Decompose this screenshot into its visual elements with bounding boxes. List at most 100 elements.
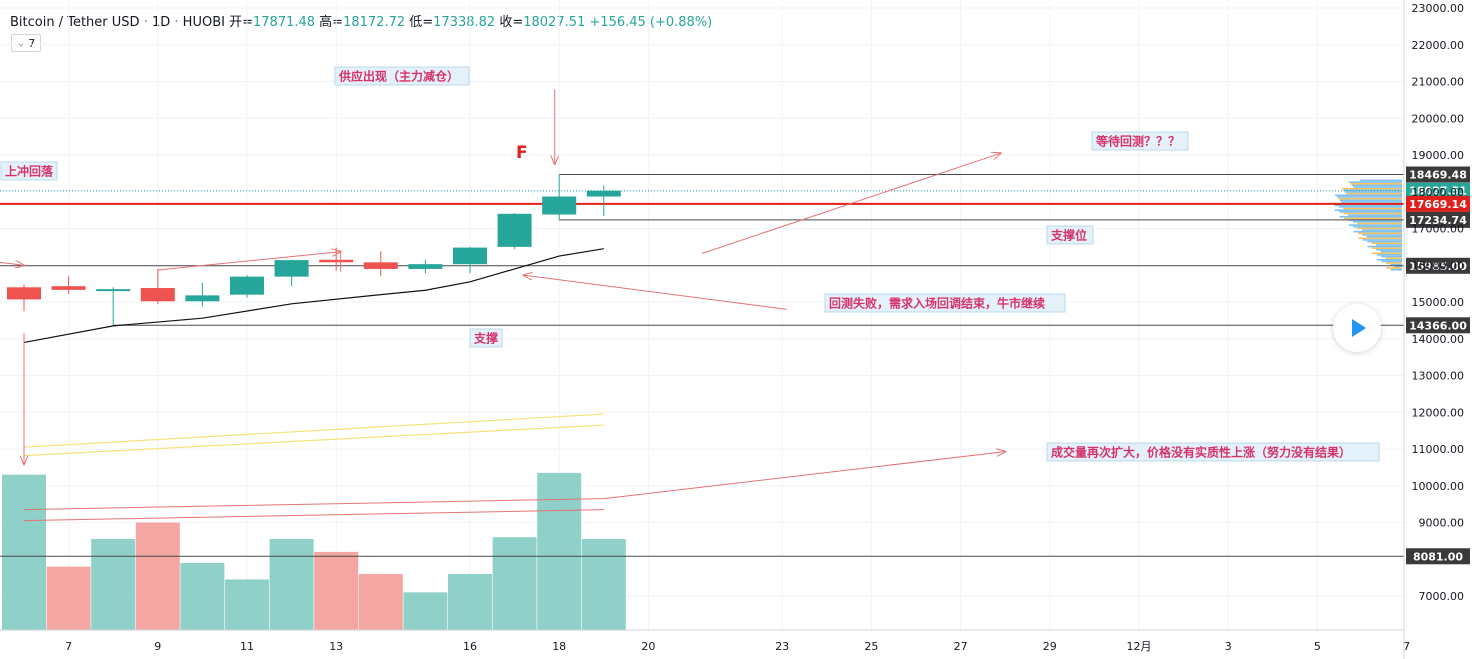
volume-profile-bar	[1376, 249, 1402, 251]
price-tick-label: 7000.00	[1419, 590, 1465, 603]
candle-body	[96, 289, 131, 292]
volume-profile-bar	[1380, 250, 1402, 253]
annotation-retest-fail-bg	[824, 293, 1066, 313]
moving-average	[23, 248, 604, 344]
price-tick-label: 14000.00	[1412, 333, 1465, 346]
indicator-toggle-button[interactable]: ⌄ 7	[11, 34, 41, 52]
annotation-arrow	[701, 153, 1001, 254]
annotation-wait-retest: 等待回测？？？	[1095, 134, 1180, 149]
volume-bar	[403, 592, 448, 630]
volume-trend-line	[23, 452, 1005, 511]
volume-profile-bar	[1338, 197, 1402, 200]
volume-profile-bar	[1343, 217, 1402, 220]
annotation-upthrust: 上冲回落	[5, 164, 54, 179]
annotation-supply: 供应出现（主力减仓）	[338, 69, 459, 84]
candle-body	[319, 259, 354, 263]
volume-profile-bar	[1376, 244, 1402, 246]
volume-bar	[492, 537, 537, 630]
price-tick-label: 22000.00	[1412, 39, 1465, 52]
volume-profile-bar	[1343, 212, 1402, 215]
volume-profile-bar	[1352, 220, 1402, 223]
date-tick-label: 23	[775, 640, 789, 653]
volume-profile-bar	[1339, 199, 1402, 202]
candle-body	[408, 264, 443, 269]
annotation-arrow	[524, 275, 787, 310]
volume-profile-bar	[1343, 207, 1402, 210]
volume-profile-bar	[1366, 235, 1402, 238]
volume-profile-bar	[1353, 230, 1402, 233]
volume-bar	[2, 474, 46, 630]
volume-profile-bar	[1351, 184, 1402, 187]
volume-profile-bar	[1357, 232, 1402, 235]
price-tick-label: 23000.00	[1412, 2, 1465, 15]
level-tag-label: 14366.00	[1409, 319, 1467, 332]
level-tag-label: 8081.00	[1413, 550, 1463, 563]
volume-profile-bar	[1345, 191, 1402, 193]
date-tick-label: 3	[1225, 640, 1232, 653]
annotation-arrow	[157, 252, 341, 271]
level-tag	[1406, 257, 1470, 274]
candle-body	[274, 260, 309, 277]
level-tag	[1406, 548, 1470, 565]
symbol-name[interactable]: Bitcoin / Tether USD	[10, 15, 140, 30]
volume-profile-bar	[1341, 201, 1402, 203]
yellow-channel-line	[23, 424, 604, 457]
yellow-channel-line	[23, 413, 604, 448]
price-tick-label: 17000.00	[1412, 223, 1465, 236]
candle-body	[363, 262, 398, 269]
annotation-upthrust-bg	[0, 161, 58, 181]
annotation-wait-retest-bg	[1091, 131, 1189, 151]
volume-profile-bar	[1394, 265, 1402, 268]
volume-bar	[135, 522, 180, 630]
volume-profile-bar	[1372, 252, 1402, 254]
volume-trend-line	[23, 509, 604, 522]
candle-body	[7, 287, 41, 300]
level-tag	[1406, 166, 1470, 183]
price-tick-label: 21000.00	[1412, 76, 1465, 89]
date-tick-label: 18	[552, 640, 566, 653]
volume-profile-bar	[1358, 237, 1402, 240]
volume-profile-bar	[1339, 216, 1402, 218]
high-label: 高=	[319, 15, 344, 30]
level-tag-label: 15985.00	[1409, 260, 1467, 273]
level-tag	[1406, 211, 1470, 228]
exchange: HUOBI	[182, 15, 225, 30]
annotations: 供应出现（主力减仓） 上冲回落 等待回测？？？ 支撑位回测失败，需求入场回调结束，牛市…	[0, 66, 1380, 462]
candle-body	[230, 276, 264, 295]
volume-profile-bar	[1348, 181, 1402, 183]
candle-body	[185, 295, 220, 302]
volume-profile-bar	[1338, 206, 1402, 208]
volume-profile-bar	[1381, 255, 1402, 258]
volume-profile-bar	[1367, 240, 1402, 243]
chart-header: Bitcoin / Tether USD · 1D · HUOBI 开=1787…	[10, 15, 713, 30]
indicator-count: 7	[28, 36, 36, 50]
volume-profile-bar	[1335, 194, 1402, 197]
level-tag-label: 17669.14	[1409, 198, 1467, 211]
date-tick-label: 27	[954, 640, 968, 653]
date-tick-label: 7	[1403, 640, 1410, 653]
date-tick-label: 11	[240, 640, 254, 653]
chevron-down-icon: ⌄	[16, 37, 26, 49]
close-value: 18027.51	[523, 15, 586, 30]
volume-profile-bar	[1350, 182, 1402, 185]
volume-profile-bar	[1362, 234, 1402, 236]
candle-body	[51, 286, 86, 290]
f-marker: F	[516, 143, 528, 163]
date-tick-label: 16	[463, 640, 477, 653]
volume-profile-bar	[1353, 186, 1402, 188]
close-label: 收=	[499, 15, 524, 30]
interval[interactable]: 1D	[151, 15, 171, 30]
date-tick-label: 13	[329, 640, 343, 653]
play-button[interactable]	[1333, 304, 1381, 352]
volume-bar	[314, 551, 359, 630]
date-tick-label: 5	[1314, 640, 1321, 653]
trend-lines	[23, 413, 1005, 522]
volume-profile	[1330, 179, 1402, 271]
price-tick-label: 10000.00	[1412, 480, 1465, 493]
volume-bar	[91, 539, 136, 630]
date-tick-label: 29	[1043, 640, 1057, 653]
candle-body	[542, 196, 577, 215]
